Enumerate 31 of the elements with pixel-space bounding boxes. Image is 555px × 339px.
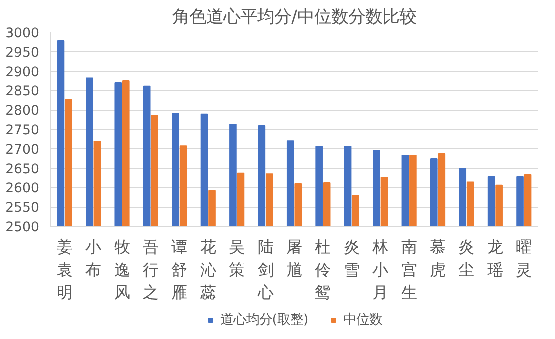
x-tick-label: 陆剑心 — [256, 238, 274, 302]
x-tick-label: 吾行之 — [142, 238, 159, 302]
y-tick-label: 3000 — [6, 26, 40, 42]
x-tick-label: 炎雪 — [344, 238, 360, 280]
y-tick-label: 2850 — [6, 84, 40, 100]
y-tick-label: 2700 — [6, 142, 40, 158]
x-tick-label: 姜袁明 — [56, 238, 73, 302]
chart-title: 角色道心平均分/中位数分数比较 — [172, 8, 416, 28]
x-tick-label: 牧逸风 — [114, 238, 130, 302]
y-tick-label: 2600 — [6, 182, 40, 197]
y-tick-label: 2650 — [6, 162, 40, 178]
x-tick-label: 龙瑶 — [487, 238, 504, 280]
legend-label: 中位数 — [344, 312, 383, 329]
x-tick-label: 慕虎 — [430, 238, 446, 280]
x-tick-label: 曜灵 — [516, 238, 532, 280]
legend-label: 道心均分(取整) — [220, 312, 309, 329]
x-tick-label: 吴策 — [229, 238, 246, 280]
y-tick-label: 2800 — [6, 104, 40, 120]
y-tick-label: 2750 — [6, 124, 40, 138]
y-tick-label: 2550 — [6, 201, 40, 216]
y-tick-label: 2500 — [6, 220, 40, 236]
y-tick-label: 2950 — [6, 46, 40, 61]
x-tick-label: 花沁蕊 — [200, 238, 216, 302]
x-tick-label: 屠馗 — [286, 238, 302, 280]
x-tick-label: 林小月 — [372, 238, 389, 302]
x-tick-label: 南宫生 — [401, 238, 418, 302]
x-tick-label: 杜伶鸳 — [315, 238, 332, 302]
x-tick-label: 谭舒雁 — [172, 238, 188, 302]
y-tick-label: 2900 — [6, 65, 40, 80]
x-tick-label: 小布 — [86, 238, 102, 280]
x-tick-label: 炎尘 — [458, 238, 475, 280]
